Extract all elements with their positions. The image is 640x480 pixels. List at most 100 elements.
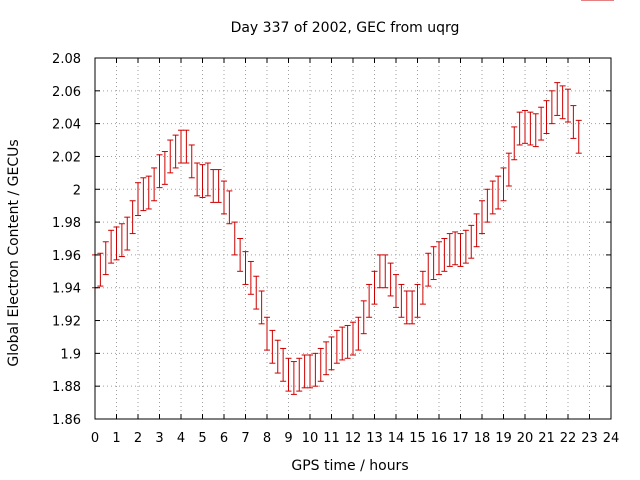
- data-point: [237, 238, 244, 272]
- data-point: [118, 223, 125, 258]
- y-tick-label: 1.96: [52, 249, 81, 264]
- data-point: [113, 226, 120, 261]
- data-point: [194, 162, 201, 197]
- data-point: [285, 357, 292, 392]
- data-point: [226, 190, 233, 225]
- data-point: [188, 144, 195, 179]
- data-point: [360, 300, 367, 335]
- data-point: [215, 169, 222, 203]
- x-tick-label: 5: [198, 431, 206, 446]
- x-tick-label: 22: [560, 431, 577, 446]
- x-tick-label: 7: [241, 431, 249, 446]
- data-point: [436, 241, 442, 276]
- x-tick-label: 18: [474, 431, 491, 446]
- data-point: [570, 105, 577, 139]
- data-point: [554, 82, 561, 116]
- data-point: [366, 283, 373, 318]
- data-point: [178, 129, 184, 164]
- data-point: [183, 129, 190, 164]
- data-point: [323, 341, 330, 376]
- data-point: [532, 113, 539, 148]
- y-tick-label: 2.06: [52, 85, 81, 100]
- x-tick-label: 20: [517, 431, 534, 446]
- data-point: [527, 111, 534, 146]
- data-point: [462, 229, 469, 264]
- y-axis-ticks: 1.86 1.88 1.9 1.92 1.94 1.96 1.98 2 2.02 2.04 2.06…: [52, 52, 611, 428]
- x-tick-label: 8: [263, 431, 271, 446]
- x-tick-label: 1: [112, 431, 120, 446]
- data-point: [151, 167, 158, 202]
- y-tick-label: 1.9: [60, 347, 81, 362]
- data-point: [156, 154, 163, 189]
- data-point: [344, 324, 351, 359]
- data-point: [468, 224, 475, 259]
- data-point: [221, 180, 227, 215]
- data-point: [102, 241, 109, 276]
- data-point: [538, 106, 545, 141]
- data-point: [307, 354, 313, 389]
- data-point: [376, 254, 383, 289]
- data-point: [522, 110, 528, 144]
- data-point: [441, 238, 448, 272]
- x-tick-label: 23: [581, 431, 598, 446]
- y-tick-label: 2.02: [52, 150, 81, 165]
- data-point: [484, 188, 491, 223]
- data-point: [516, 111, 523, 146]
- data-point: [135, 182, 141, 217]
- data-point: [473, 213, 480, 248]
- data-point: [565, 88, 571, 123]
- data-point: [124, 216, 131, 251]
- data-point: [172, 134, 179, 169]
- data-point: [425, 252, 432, 287]
- data-point: [575, 119, 582, 154]
- x-tick-label: 24: [603, 431, 620, 446]
- x-tick-label: 17: [452, 431, 469, 446]
- data-point: [269, 329, 276, 364]
- data-point: [210, 169, 217, 203]
- x-tick-label: 2: [134, 431, 142, 446]
- data-point: [543, 100, 550, 134]
- data-point: [371, 270, 378, 305]
- data-point: [258, 290, 265, 325]
- data-point: [328, 336, 335, 371]
- data-point: [97, 252, 104, 287]
- x-tick-label: 12: [345, 431, 362, 446]
- data-point: [382, 254, 389, 289]
- x-tick-label: 0: [91, 431, 99, 446]
- data-point: [457, 233, 464, 267]
- data-point: [280, 347, 287, 382]
- data-point: [301, 354, 308, 389]
- data-point: [548, 90, 555, 125]
- data-point: [511, 126, 518, 161]
- y-tick-label: 2.04: [52, 118, 81, 133]
- y-tick-label: 1.88: [52, 380, 81, 395]
- data-point: [350, 321, 356, 356]
- data-point: [274, 339, 281, 374]
- data-point: [317, 347, 324, 382]
- data-point: [129, 200, 136, 235]
- data-point: [446, 233, 453, 267]
- x-tick-label: 10: [302, 431, 319, 446]
- data-point: [393, 274, 399, 308]
- data-point: [333, 329, 340, 364]
- x-tick-label: 3: [155, 431, 163, 446]
- y-tick-label: 1.86: [52, 413, 81, 428]
- y-tick-label: 1.98: [52, 216, 81, 231]
- x-tick-label: 6: [220, 431, 228, 446]
- error-bars: [92, 0, 614, 395]
- x-tick-label: 4: [177, 431, 185, 446]
- data-point: [355, 316, 362, 351]
- x-tick-label: 11: [323, 431, 340, 446]
- data-point: [398, 283, 405, 318]
- data-point: [108, 229, 115, 264]
- data-point: [264, 316, 270, 351]
- x-tick-label: 14: [388, 431, 405, 446]
- data-point: [489, 180, 496, 215]
- data-point: [495, 175, 502, 210]
- x-axis-label: GPS time / hours: [291, 458, 408, 474]
- y-tick-label: 1.94: [52, 282, 81, 297]
- data-point: [505, 152, 512, 187]
- data-point: [167, 139, 174, 174]
- data-point: [479, 200, 485, 235]
